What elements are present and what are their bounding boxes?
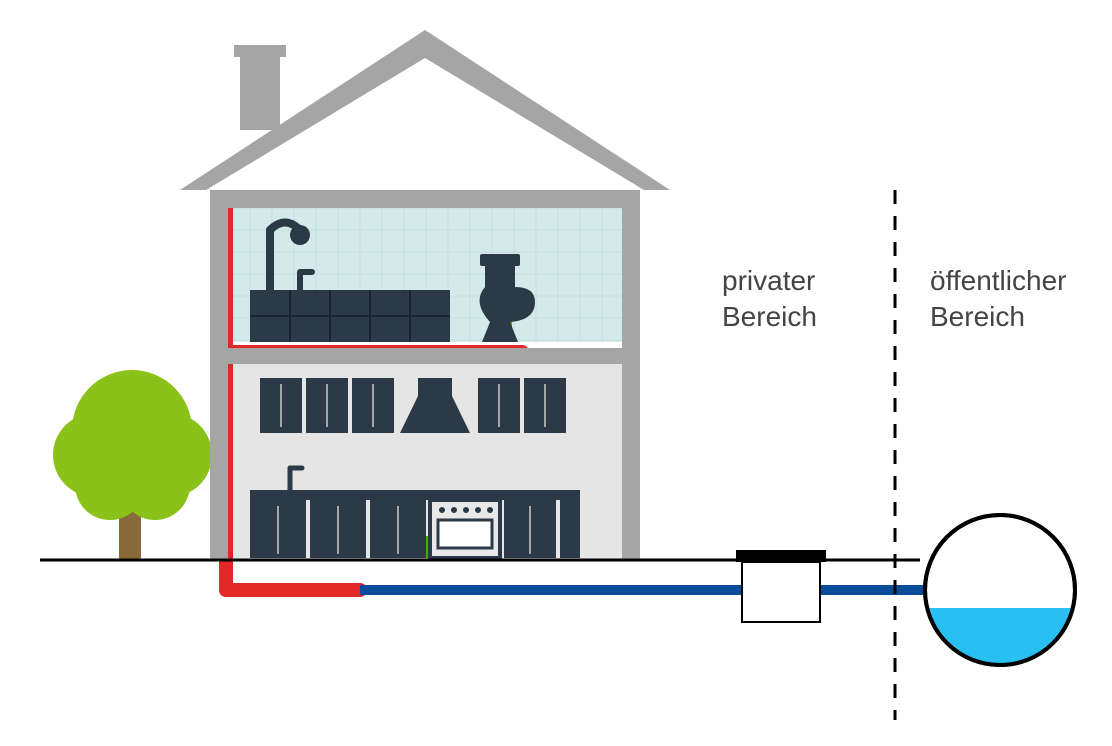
label-private-1: privater — [722, 265, 815, 296]
manhole — [742, 562, 820, 622]
sewer-main — [925, 515, 1075, 665]
label-private-2: Bereich — [722, 301, 817, 332]
label-public-1: öffentlicher — [930, 265, 1066, 296]
label-public-2: Bereich — [930, 301, 1025, 332]
manhole-lid — [736, 550, 826, 562]
